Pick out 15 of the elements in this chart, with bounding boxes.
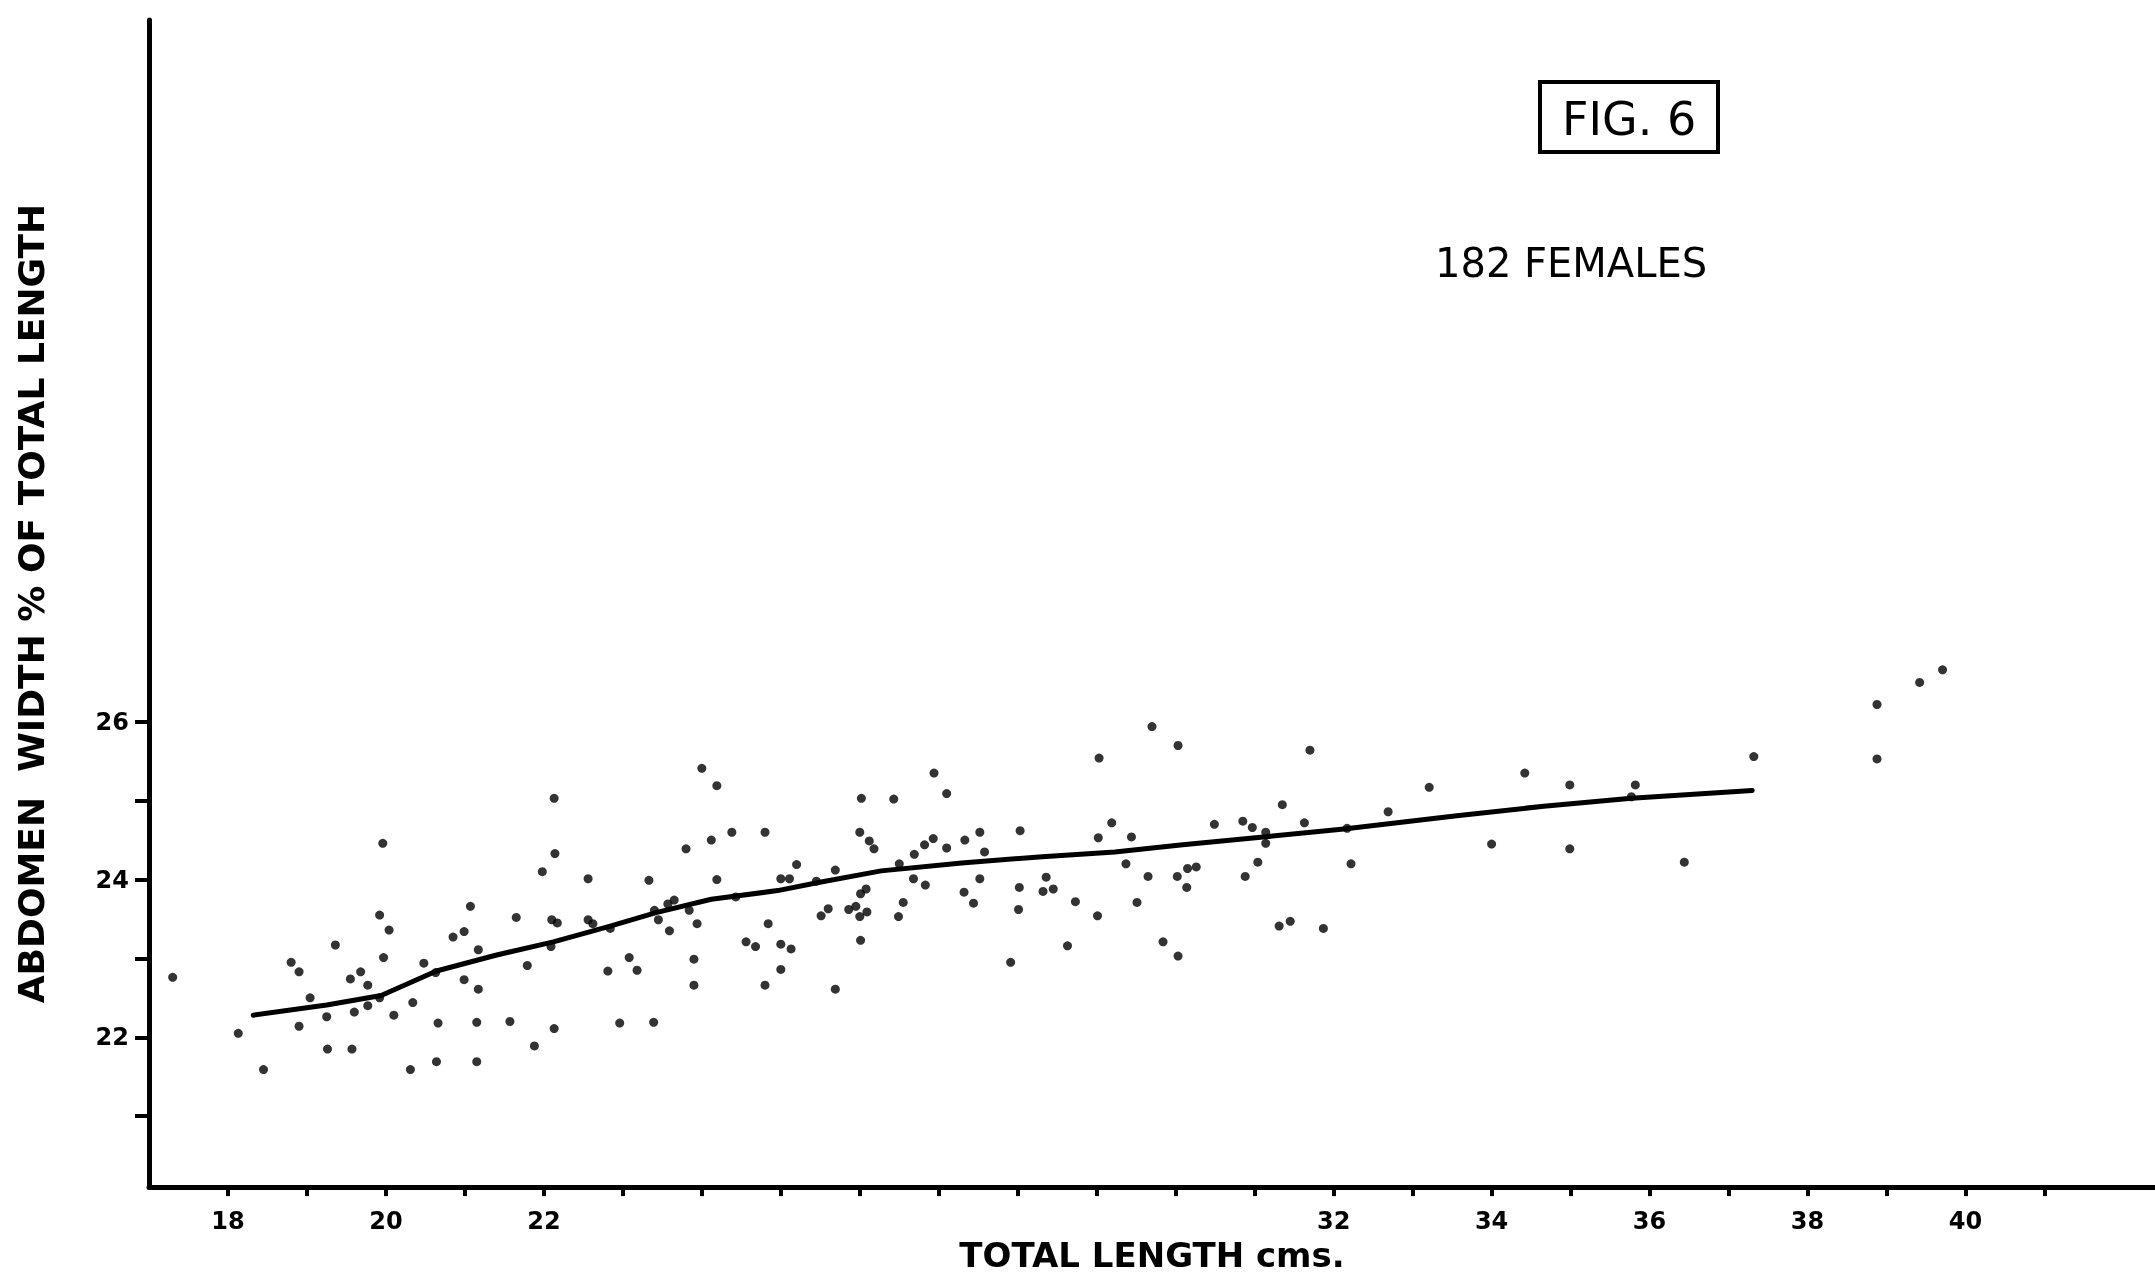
text: FIG. 6 [1562, 92, 1697, 146]
y-tick-label: 24 [95, 865, 129, 894]
x-tick-label: 38 [1790, 1207, 1825, 1236]
x-tick-label: 34 [1474, 1207, 1509, 1236]
x-axis-title: TOTAL LENGTH cms. [959, 1235, 1345, 1275]
x-tick-label: 40 [1948, 1207, 1983, 1236]
text: 182 FEMALES [1435, 240, 1708, 286]
x-tick-label: 20 [369, 1207, 403, 1236]
y-tick-label: 22 [95, 1023, 129, 1052]
x-tick-label: 22 [527, 1207, 561, 1236]
y-axis-title: ABDOMEN WIDTH % OF TOTAL LENGTH [10, 203, 52, 1004]
x-tick-label: 18 [211, 1207, 245, 1236]
x-tick-label: 36 [1632, 1207, 1667, 1236]
x-tick-label: 32 [1316, 1207, 1351, 1236]
y-tick-label: 26 [95, 707, 129, 736]
